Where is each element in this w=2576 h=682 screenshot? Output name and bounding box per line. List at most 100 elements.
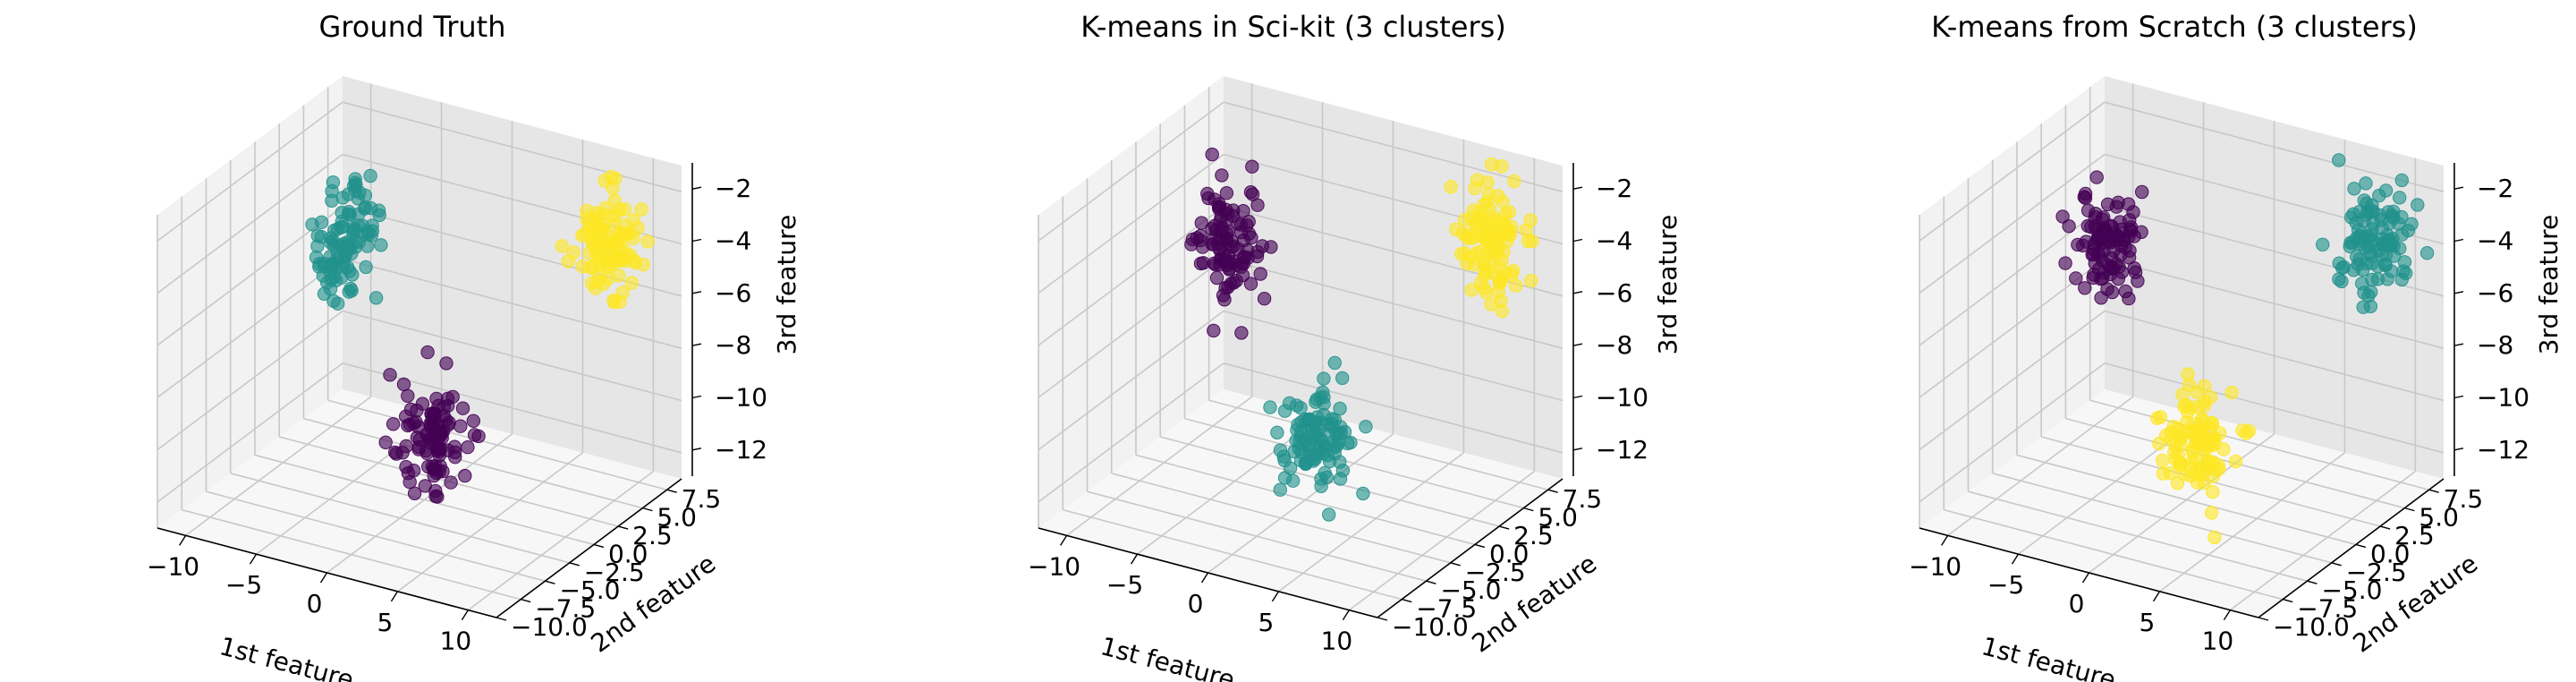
axis-lines (1919, 163, 2464, 621)
data-point-series-1 (1285, 473, 1301, 488)
tick-labels: −10 −5 0 5 10 −10.0−7.5−5.0−2.50.02.55.07.5 −1… (147, 174, 767, 656)
grid-z-back (2104, 310, 2445, 402)
data-point-series-1 (1309, 392, 1324, 406)
x-tick (1940, 534, 1949, 546)
data-point-series-1 (455, 401, 470, 415)
data-point-series-3 (1444, 180, 1458, 194)
data-point-series-3 (1519, 223, 1533, 237)
scatter-points (305, 168, 655, 504)
y-tick-label: −2.5 (584, 558, 645, 587)
z-tick-label: −6 (715, 278, 751, 308)
y-tick-label: −5.0 (2321, 575, 2382, 605)
y-tick-label: 2.5 (632, 521, 673, 550)
grid-z-left (1038, 362, 1224, 503)
z-axis-label: 3rd feature (2534, 215, 2563, 355)
grid-z-left (157, 101, 343, 242)
x-tick (1342, 610, 1351, 621)
data-point-series-1 (407, 486, 422, 500)
data-point-series-2 (330, 245, 344, 260)
data-point-series-1 (1322, 454, 1337, 469)
z-axis-label: 3rd feature (1653, 215, 1682, 355)
y-tick-label: 2.5 (1513, 521, 1554, 550)
data-point-series-1 (2177, 399, 2191, 413)
y-tick-label: 0.0 (2370, 539, 2411, 568)
data-point-series-2 (2106, 261, 2121, 276)
x-tick-label: 0 (1188, 589, 1204, 618)
data-point-series-1 (447, 439, 462, 454)
data-point-series-1 (2216, 442, 2231, 456)
grid-z-left (1919, 153, 2106, 294)
data-point-series-2 (1215, 168, 1229, 183)
grid-z-back (2104, 258, 2445, 349)
data-point-series-3 (582, 246, 597, 260)
y-tick-label: −2.5 (1465, 558, 1526, 587)
y-tick (1377, 617, 1388, 621)
y-tick-label: −7.5 (535, 594, 596, 624)
grid-z-back (342, 258, 682, 349)
x-tick (2081, 572, 2090, 584)
grid-x-floor (1348, 471, 1535, 611)
z-tick-label: −4 (715, 226, 751, 256)
data-point-series-1 (466, 413, 480, 428)
data-point-series-1 (386, 417, 401, 431)
grid-z-left (1919, 362, 2106, 503)
data-point-series-1 (2194, 461, 2208, 475)
x-tick (1200, 572, 1209, 584)
grid-y-floor (1087, 490, 1427, 582)
z-tick (691, 238, 702, 243)
data-point-series-1 (1301, 413, 1316, 427)
data-point-series-2 (2112, 230, 2126, 244)
grid-z-back (2104, 362, 2445, 454)
data-point-series-2 (2080, 203, 2096, 217)
x-tick (2011, 553, 2020, 565)
data-point-series-1 (2190, 385, 2204, 399)
grid-x-floor (1066, 396, 1253, 536)
data-point-series-1 (2198, 395, 2212, 409)
grid-z-back (342, 362, 682, 454)
y-tick-label: −5.0 (559, 575, 620, 605)
grid-y-floor (327, 399, 667, 491)
data-point-series-3 (624, 276, 639, 290)
tick-labels: −10 −5 0 5 10 −10.0−7.5−5.0−2.50.02.55.07.5 −1… (1909, 174, 2529, 656)
y-tick (569, 562, 580, 567)
z-tick-label: −2 (715, 174, 751, 203)
scatter-points (2055, 153, 2435, 545)
data-point-series-1 (458, 468, 472, 483)
data-point-series-2 (1219, 186, 1234, 200)
data-point-series-1 (378, 435, 393, 449)
z-tick (1572, 395, 1583, 399)
z-axis-label: 3rd feature (772, 215, 801, 355)
data-point-series-2 (1193, 228, 1208, 243)
data-point-series-3 (2359, 176, 2373, 191)
data-point-series-1 (2168, 452, 2183, 466)
scatter3d-panel-3: −10 −5 0 5 10 −10.0−7.5−5.0−2.50.02.55.07.5 −1… (1909, 10, 2563, 682)
y-tick-label: −10.0 (1392, 612, 1469, 642)
y-tick (1402, 598, 1412, 603)
data-point-series-1 (2213, 426, 2227, 440)
data-point-series-3 (2404, 217, 2419, 232)
y-tick (521, 598, 531, 603)
data-point-series-3 (2382, 233, 2396, 248)
y-tick (1426, 580, 1436, 584)
data-point-series-1 (1292, 434, 1307, 449)
data-point-series-3 (1495, 304, 1509, 319)
data-point-series-1 (2235, 423, 2250, 438)
data-point-series-2 (1201, 191, 1216, 206)
y-tick (1499, 525, 1510, 530)
axis-lines (157, 163, 702, 621)
y-tick (2428, 489, 2439, 493)
grid-y-floor (2016, 454, 2357, 546)
data-point-series-3 (2393, 191, 2407, 205)
y-tick (666, 489, 677, 493)
z-tick-label: −8 (715, 330, 751, 360)
data-point-series-3 (606, 294, 622, 310)
data-point-series-2 (2078, 281, 2092, 295)
data-point-series-2 (316, 269, 331, 283)
grid-z-left (1038, 153, 1224, 294)
grid-z-left (1038, 101, 1224, 242)
data-point-series-3 (2411, 198, 2425, 212)
data-point-series-1 (1273, 443, 1288, 457)
data-point-series-1 (2207, 462, 2223, 477)
y-tick (545, 580, 555, 584)
data-point-series-3 (2358, 240, 2372, 255)
